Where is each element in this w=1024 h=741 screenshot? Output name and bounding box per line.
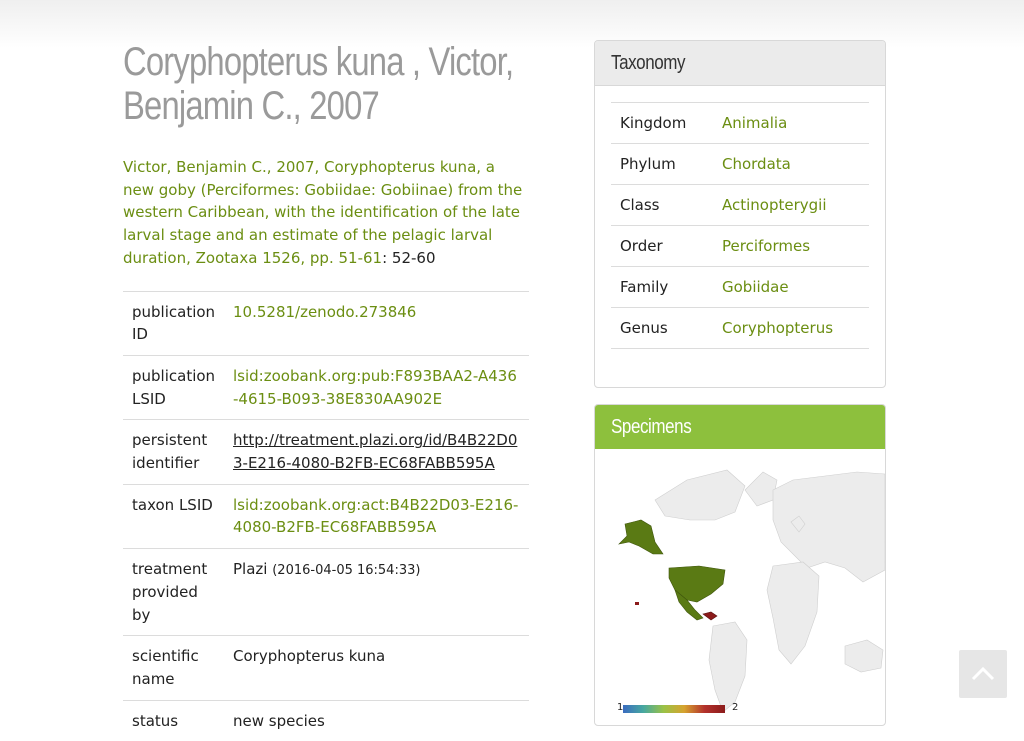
map-region-alaska: [618, 519, 664, 555]
provider-name: Plazi: [233, 560, 268, 579]
citation-link[interactable]: Victor, Benjamin C., 2007, Coryphopterus…: [123, 158, 523, 267]
taxon-link-order[interactable]: Perciformes: [722, 237, 811, 255]
taxonomy-header: Taxonomy: [595, 41, 885, 86]
back-to-top-button[interactable]: [959, 650, 1007, 698]
taxon-lsid-label: taxon LSID: [123, 483, 224, 549]
taxonomy-title: Taxonomy: [611, 51, 686, 74]
rank-label: Phylum: [611, 143, 713, 185]
taxonomy-table: Kingdom Animalia Phylum Chordata Class Acti…: [611, 102, 869, 349]
world-map-svg: [618, 469, 885, 713]
map-region-usa: [668, 565, 726, 603]
legend-max: 2: [732, 702, 739, 713]
specimens-title: Specimens: [611, 415, 692, 438]
scientific-name-value: Coryphopterus kuna: [224, 635, 529, 701]
taxonomy-panel: Taxonomy Kingdom Animalia Phylum Chordata …: [594, 40, 886, 388]
taxonomy-row-family: Family Gobiidae: [611, 266, 869, 308]
legend-min: 1: [617, 702, 624, 713]
chevron-up-icon: [971, 667, 995, 681]
table-row: scientific name Coryphopterus kuna: [123, 635, 529, 701]
table-row: status new species: [123, 699, 529, 741]
persistent-identifier-link[interactable]: http://treatment.plazi.org/id/B4B22D03-E…: [233, 431, 518, 473]
taxonomy-row-genus: Genus Coryphopterus: [611, 307, 869, 349]
taxonomy-row-kingdom: Kingdom Animalia: [611, 102, 869, 144]
specimens-panel: Specimens 1 2: [594, 404, 886, 726]
rank-label: Class: [611, 184, 713, 226]
citation-pages: : 52-60: [382, 248, 436, 267]
taxon-link-phylum[interactable]: Chordata: [722, 155, 791, 173]
rank-label: Order: [611, 225, 713, 267]
rank-label: Family: [611, 266, 713, 308]
landmass-gray: [654, 469, 885, 713]
publication-lsid-link[interactable]: lsid:zoobank.org:pub:F893BAA2-A436-4615-…: [233, 366, 517, 408]
taxonomy-row-phylum: Phylum Chordata: [611, 143, 869, 185]
table-row: taxon LSID lsid:zoobank.org:act:B4B22D03…: [123, 483, 529, 549]
taxonomy-row-order: Order Perciformes: [611, 225, 869, 267]
publication-id-label: publication ID: [123, 290, 224, 356]
citation: Victor, Benjamin C., 2007, Coryphopterus…: [123, 156, 529, 270]
page-title: Coryphopterus kuna , Victor, Benjamin C.…: [123, 40, 514, 128]
status-label: status: [123, 699, 224, 741]
metadata-table: publication ID 10.5281/zenodo.273846 pub…: [123, 290, 529, 741]
specimens-header: Specimens: [595, 405, 885, 449]
persistent-identifier-label: persistent identifier: [123, 419, 224, 485]
taxonomy-row-class: Class Actinopterygii: [611, 184, 869, 226]
table-row: persistent identifier http://treatment.p…: [123, 419, 529, 485]
taxon-lsid-link[interactable]: lsid:zoobank.org:act:B4B22D03-E216-4080-…: [233, 495, 519, 537]
legend-color-scale: [623, 705, 725, 713]
publication-id-link[interactable]: 10.5281/zenodo.273846: [233, 302, 417, 321]
publication-lsid-label: publication LSID: [123, 354, 224, 420]
rank-label: Kingdom: [611, 102, 713, 144]
table-row: publication LSID lsid:zoobank.org:pub:F8…: [123, 354, 529, 420]
taxon-link-family[interactable]: Gobiidae: [722, 278, 789, 296]
rank-label: Genus: [611, 307, 713, 349]
treatment-main: Coryphopterus kuna , Victor, Benjamin C.…: [123, 40, 529, 741]
specimen-map[interactable]: 1 2: [595, 450, 885, 725]
taxon-link-genus[interactable]: Coryphopterus: [722, 319, 834, 337]
map-region-caribbean: [635, 602, 639, 605]
taxon-link-kingdom[interactable]: Animalia: [722, 114, 788, 132]
table-row: treatment provided by Plazi (2016-04-05 …: [123, 548, 529, 636]
status-value: new species: [224, 699, 529, 741]
scientific-name-label: scientific name: [123, 635, 224, 701]
taxon-link-class[interactable]: Actinopterygii: [722, 196, 827, 214]
provided-by-label: treatment provided by: [123, 548, 224, 636]
map-region-panama: [702, 611, 718, 621]
map-region-mexico: [674, 589, 704, 621]
provider-timestamp: (2016-04-05 16:54:33): [272, 563, 421, 579]
table-row: publication ID 10.5281/zenodo.273846: [123, 290, 529, 356]
